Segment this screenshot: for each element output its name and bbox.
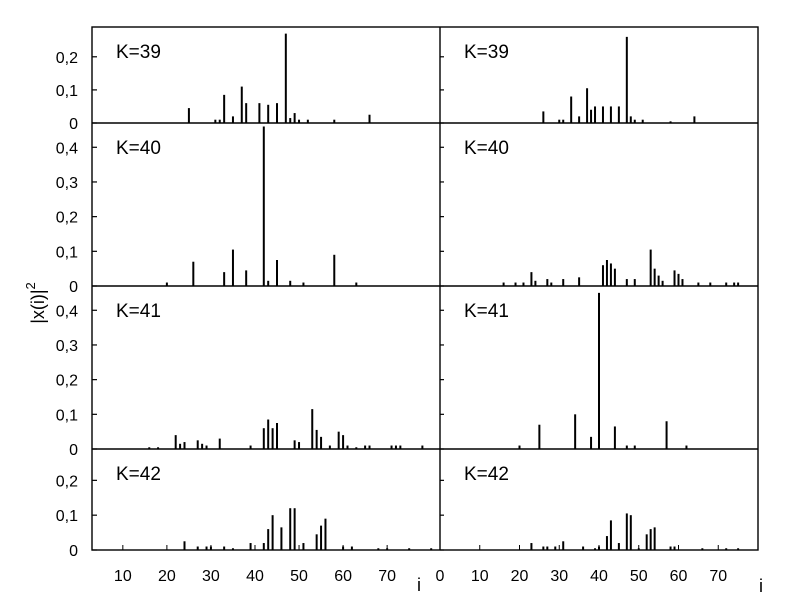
y-tick-label: 0,2 bbox=[56, 210, 78, 227]
panel-label: K=41 bbox=[464, 301, 509, 322]
x-tick-label: 40 bbox=[246, 568, 264, 585]
x-tick-label: 10 bbox=[471, 568, 489, 585]
y-tick-label: 0 bbox=[69, 279, 78, 296]
y-axis-title-main: |x(i)| bbox=[28, 289, 48, 323]
x-tick-label: 0 bbox=[436, 568, 445, 585]
figure-frame bbox=[91, 26, 759, 551]
y-tick-label: 0,2 bbox=[56, 373, 78, 390]
panel-label: K=40 bbox=[116, 138, 161, 159]
panel-label: K=39 bbox=[116, 42, 161, 63]
panel-label: K=42 bbox=[116, 464, 161, 485]
y-tick-label: 0,2 bbox=[56, 473, 78, 490]
panel-label: K=41 bbox=[116, 301, 161, 322]
x-tick-label: 60 bbox=[670, 568, 688, 585]
x-axis-title-left: i bbox=[417, 575, 421, 595]
x-tick-label: 20 bbox=[158, 568, 176, 585]
x-tick-label: 30 bbox=[202, 568, 220, 585]
x-axis-title-right: i bbox=[759, 576, 763, 596]
y-axis-title-superscript: 2 bbox=[23, 282, 38, 289]
y-tick-label: 0,4 bbox=[56, 303, 78, 320]
x-tick-label: 70 bbox=[709, 568, 727, 585]
y-tick-label: 0,1 bbox=[56, 508, 78, 525]
y-tick-label: 0,3 bbox=[56, 338, 78, 355]
y-tick-label: 0 bbox=[69, 442, 78, 459]
x-tick-label: 30 bbox=[550, 568, 568, 585]
x-tick-label: 20 bbox=[511, 568, 529, 585]
x-tick-label: 10 bbox=[114, 568, 132, 585]
y-tick-label: 0,4 bbox=[56, 140, 78, 157]
y-tick-label: 0 bbox=[69, 116, 78, 133]
y-tick-label: 0 bbox=[69, 543, 78, 560]
y-tick-label: 0,1 bbox=[56, 244, 78, 261]
x-tick-label: 40 bbox=[590, 568, 608, 585]
x-tick-label: 60 bbox=[334, 568, 352, 585]
x-tick-label: 50 bbox=[630, 568, 648, 585]
panel-label: K=40 bbox=[464, 138, 509, 159]
x-tick-label: 70 bbox=[378, 568, 396, 585]
y-tick-label: 0,1 bbox=[56, 407, 78, 424]
y-axis-title: |x(i)|2 bbox=[23, 282, 48, 324]
x-tick-label: 50 bbox=[290, 568, 308, 585]
plot-area: 0 0,1 0,2 0 0,1 0,2 0,3 0,4 0 0,1 0,2 0,3 0,4 0 0,1 0,2… bbox=[56, 26, 759, 585]
y-tick-label: 0,3 bbox=[56, 175, 78, 192]
y-tick-label: 0,1 bbox=[56, 83, 78, 100]
panel-label: K=39 bbox=[464, 42, 509, 63]
y-tick-label: 0,2 bbox=[56, 50, 78, 67]
panel-label: K=42 bbox=[464, 464, 509, 485]
